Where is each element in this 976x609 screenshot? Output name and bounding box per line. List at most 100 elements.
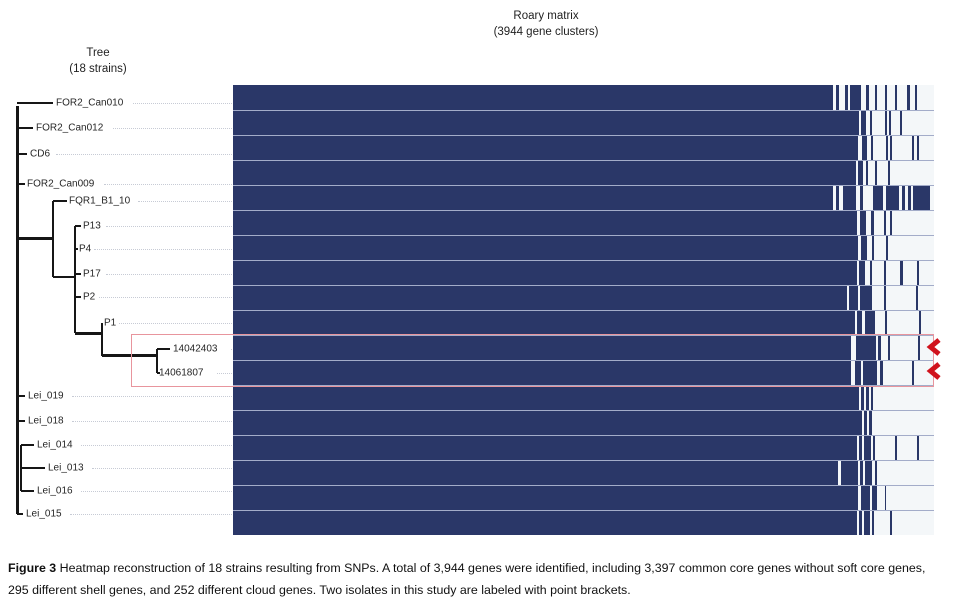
gene-presence-stripe xyxy=(900,261,903,285)
gene-presence-stripe xyxy=(889,111,891,135)
leader-line xyxy=(106,226,232,227)
heatmap-row-P4 xyxy=(233,235,934,260)
gene-presence-stripe xyxy=(885,486,886,510)
tree-branch xyxy=(75,273,81,275)
isolate-highlight-rect xyxy=(131,334,934,387)
core-gene-block xyxy=(233,211,857,235)
leader-line xyxy=(72,421,232,422)
tree-title-line1: Tree xyxy=(86,47,110,59)
core-gene-block xyxy=(233,261,857,285)
leader-line xyxy=(92,468,232,469)
leader-line xyxy=(231,349,232,350)
heatmap-row-FQR1_B1_10 xyxy=(233,185,934,210)
strain-label: Lei_018 xyxy=(28,415,64,427)
gene-presence-stripe xyxy=(862,136,867,160)
gene-presence-stripe xyxy=(865,461,872,485)
gene-presence-stripe xyxy=(864,511,870,535)
gene-presence-stripe xyxy=(875,461,877,485)
gene-presence-stripe xyxy=(860,461,863,485)
gene-presence-stripe xyxy=(912,136,914,160)
heatmap-row-P13 xyxy=(233,210,934,235)
gene-presence-stripe xyxy=(908,186,911,210)
tree-branch xyxy=(21,490,34,492)
tree-branch xyxy=(101,323,103,356)
gene-presence-stripe xyxy=(915,85,917,110)
matrix-title-line1: Roary matrix xyxy=(513,10,579,22)
gene-presence-stripe xyxy=(886,236,888,260)
tree-branch xyxy=(17,153,27,155)
gene-presence-stripe xyxy=(845,85,848,110)
heatmap-row-Lei_016 xyxy=(233,485,934,510)
strain-label: 14061807 xyxy=(159,367,204,379)
gene-presence-stripe xyxy=(869,411,872,435)
gene-presence-stripe xyxy=(856,336,876,360)
strain-label: P4 xyxy=(79,243,92,255)
tree-branch xyxy=(53,200,67,202)
caption-line-2: 295 different shell genes, and 252 diffe… xyxy=(8,580,970,602)
gene-presence-stripe xyxy=(875,85,877,110)
gene-presence-stripe xyxy=(858,161,863,185)
gene-presence-stripe xyxy=(863,361,877,385)
matrix-title-line2: (3944 gene clusters) xyxy=(493,26,599,39)
leader-line xyxy=(106,274,232,275)
gene-presence-stripe xyxy=(850,85,861,110)
strain-label: 14042403 xyxy=(173,343,218,355)
gene-presence-stripe xyxy=(836,85,839,110)
gene-presence-stripe xyxy=(890,136,892,160)
gene-presence-stripe xyxy=(895,436,897,460)
tree-branch xyxy=(157,348,170,350)
strain-label: P2 xyxy=(83,291,96,303)
gene-presence-stripe xyxy=(875,161,877,185)
gene-presence-stripe xyxy=(884,286,886,310)
tree-branch xyxy=(17,420,25,422)
gene-presence-stripe xyxy=(916,286,918,310)
point-bracket-icon xyxy=(926,362,941,380)
strain-label: Lei_014 xyxy=(37,439,73,451)
roary-matrix-title: Roary matrix (3944 gene clusters) xyxy=(436,8,656,40)
gene-presence-stripe xyxy=(873,436,875,460)
core-gene-block xyxy=(233,85,833,110)
tree-branch xyxy=(156,349,158,373)
gene-presence-stripe xyxy=(918,336,920,360)
heatmap-row-Lei_019 xyxy=(233,385,934,410)
strain-label: Lei_019 xyxy=(28,390,64,402)
gene-presence-stripe xyxy=(884,261,886,285)
tree-branch xyxy=(17,183,25,185)
gene-presence-stripe xyxy=(865,311,875,335)
gene-presence-stripe xyxy=(859,436,862,460)
gene-presence-stripe xyxy=(861,236,867,260)
gene-presence-stripe xyxy=(860,286,872,310)
leader-line xyxy=(133,103,232,104)
strain-label: CD6 xyxy=(30,148,51,160)
core-gene-block xyxy=(233,461,858,485)
caption-figure-label: Figure 3 xyxy=(8,561,57,575)
heatmap-row-14061807 xyxy=(233,360,934,385)
leader-line xyxy=(81,445,232,446)
gene-presence-stripe xyxy=(886,136,888,160)
core-gene-block xyxy=(233,336,851,360)
strain-label: FOR2_Can012 xyxy=(36,122,104,134)
tree-branch xyxy=(102,353,158,357)
figure-caption: Figure 3 Heatmap reconstruction of 18 st… xyxy=(8,558,970,601)
gene-presence-stripe xyxy=(919,311,921,335)
core-gene-block xyxy=(233,161,856,185)
tree-branch xyxy=(157,372,160,374)
gene-presence-stripe xyxy=(888,161,890,185)
leader-line xyxy=(56,154,232,155)
strain-label: P1 xyxy=(104,317,117,329)
gene-presence-stripe xyxy=(884,211,886,235)
heatmap-row-Lei_014 xyxy=(233,435,934,460)
strain-label: P17 xyxy=(83,268,101,280)
gene-presence-stripe xyxy=(890,211,892,235)
core-gene-block xyxy=(233,411,862,435)
core-gene-block xyxy=(233,286,847,310)
strain-label: Lei_015 xyxy=(26,508,62,520)
heatmap-row-P2 xyxy=(233,285,934,310)
tree-branch xyxy=(74,226,76,333)
heatmap-row-CD6 xyxy=(233,135,934,160)
leader-line xyxy=(138,201,232,202)
core-gene-block xyxy=(233,511,857,535)
leader-line xyxy=(217,373,232,374)
gene-presence-stripe xyxy=(886,186,899,210)
